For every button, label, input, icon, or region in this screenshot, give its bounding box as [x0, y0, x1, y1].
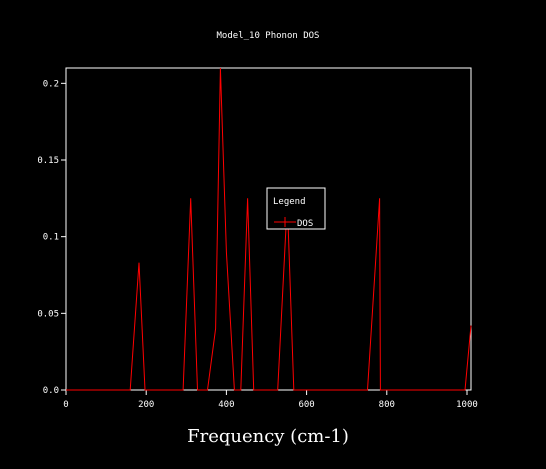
- chart-title: Model_10 Phonon DOS: [217, 31, 320, 41]
- x-tick-label: 1000: [456, 400, 478, 410]
- y-axis-ticks: 0.0 0.05 0.1 0.15 0.2: [37, 79, 66, 396]
- x-tick-label: 800: [379, 400, 395, 410]
- y-tick-label: 0.15: [37, 156, 59, 166]
- legend-box: [266, 187, 326, 230]
- legend-entry-dos: DOS: [297, 219, 313, 229]
- x-tick-label: 0: [63, 400, 68, 410]
- x-tick-label: 200: [138, 400, 154, 410]
- y-tick-label: 0.2: [43, 79, 59, 89]
- y-tick-label: 0.0: [43, 386, 59, 396]
- y-tick-label: 0.1: [43, 233, 59, 243]
- legend-title: Legend: [273, 197, 306, 207]
- x-tick-label: 400: [218, 400, 234, 410]
- x-axis-ticks: 0 200 400 600 800 1000: [63, 390, 478, 410]
- y-tick-label: 0.05: [37, 309, 59, 319]
- x-tick-label: 600: [298, 400, 314, 410]
- dos-series-line: [66, 67, 472, 391]
- legend: Legend DOS: [266, 187, 326, 230]
- x-axis-label: Frequency (cm-1): [187, 426, 349, 447]
